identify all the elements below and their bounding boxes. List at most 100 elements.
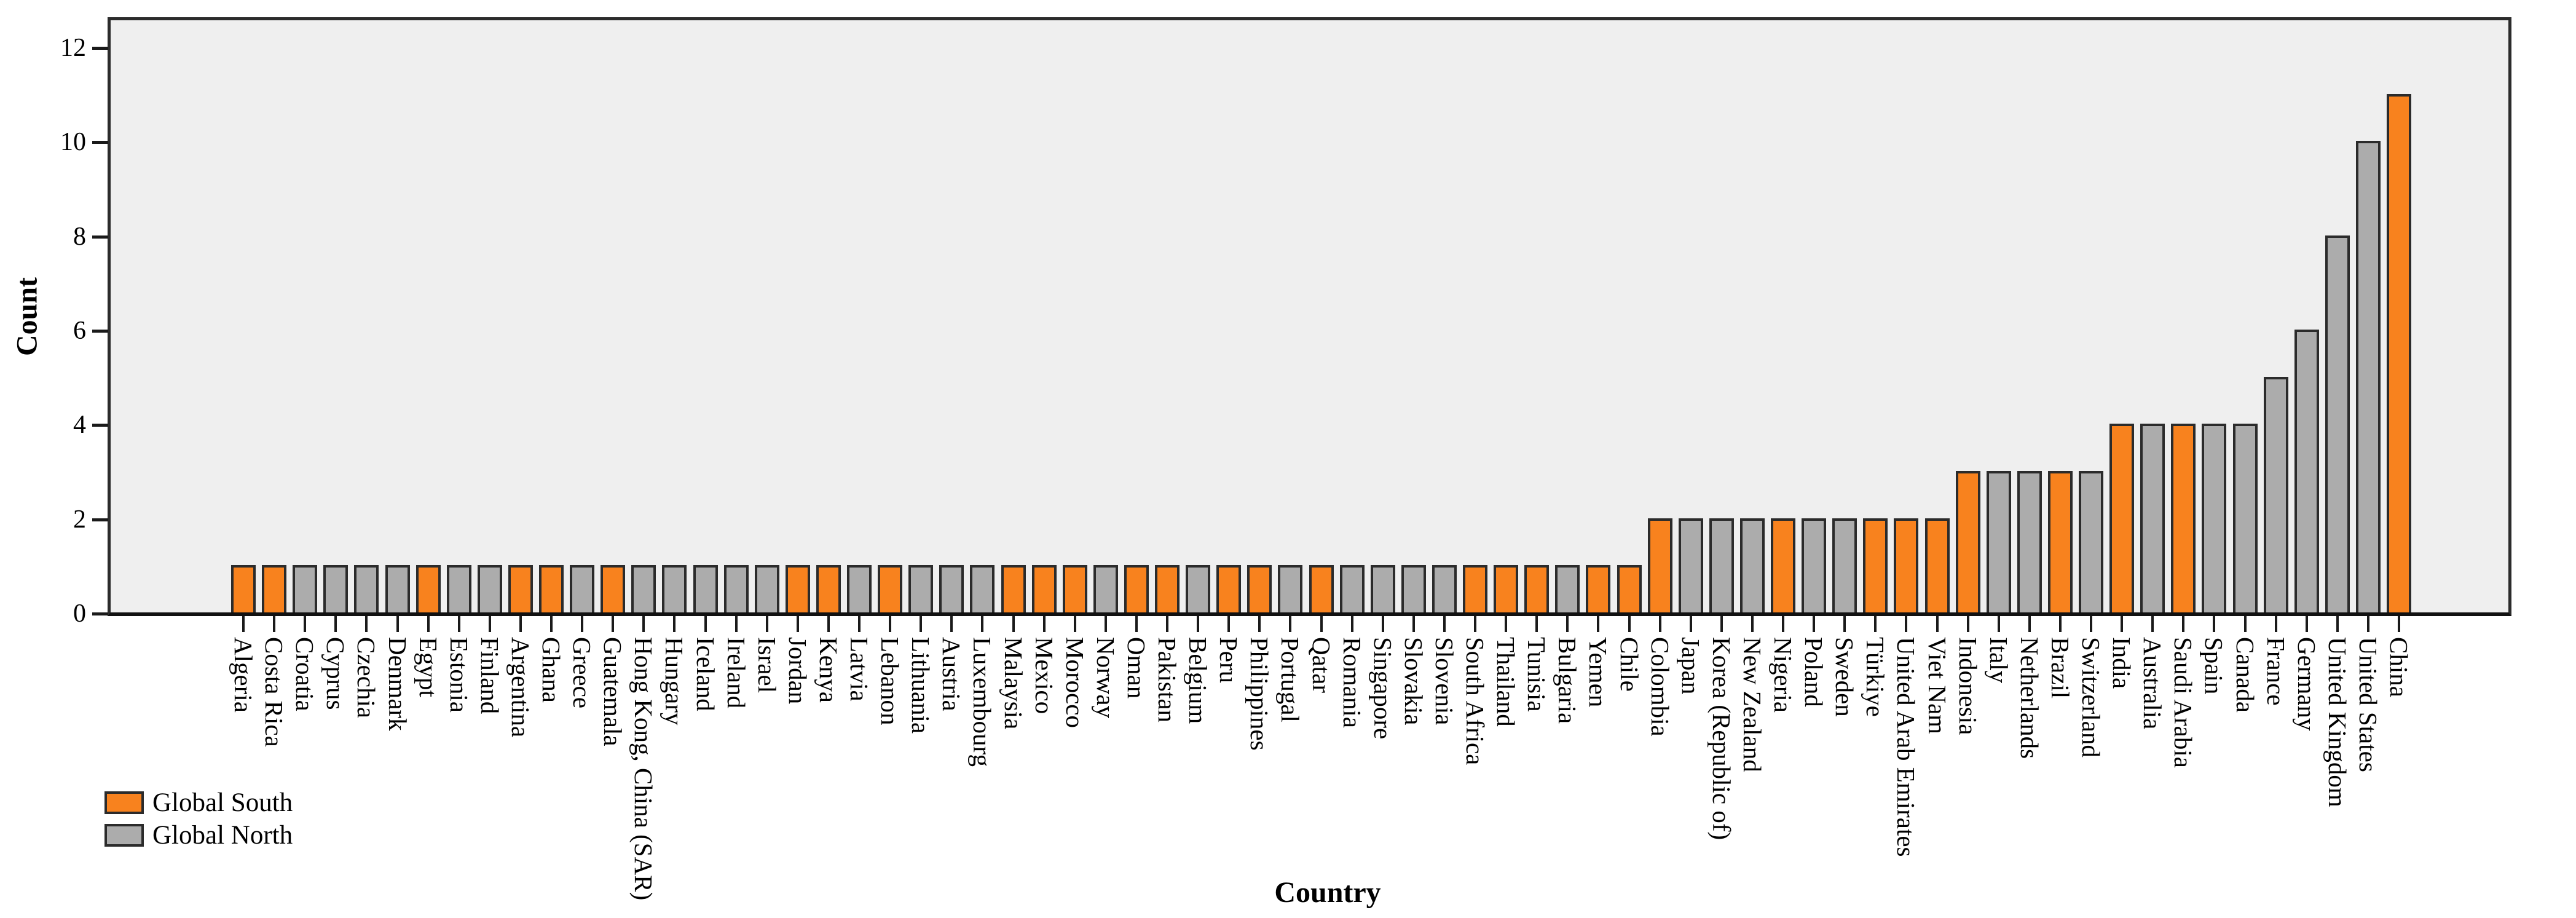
x-tick-mark [1690,616,1692,632]
x-tick-label-peru: Peru [1215,637,1243,684]
x-tick-mark [1905,616,1907,632]
x-tick-label-spain: Spain [2200,637,2228,695]
x-tick-mark [1012,616,1015,632]
bar-argentina [508,565,533,612]
y-tick-mark [92,330,108,333]
x-tick-mark [920,616,922,632]
y-tick-mark [92,612,108,615]
bar-egypt [416,565,441,612]
bar-t-rkiye [1863,518,1888,612]
x-tick-label-japan: Japan [1677,637,1705,695]
bar-denmark [385,565,410,612]
x-tick-mark [2121,616,2123,632]
x-tick-mark [1105,616,1107,632]
x-tick-label-italy: Italy [1985,637,2013,684]
x-tick-label-malaysia: Malaysia [999,637,1028,730]
bar-guatemala [601,565,625,612]
x-tick-label-united-kingdom: United Kingdom [2323,637,2352,807]
x-tick-label-saudi-arabia: Saudi Arabia [2169,637,2197,768]
bar-australia [2140,424,2165,612]
x-tick-label-germany: Germany [2293,637,2321,731]
bar-yemen [1586,565,1610,612]
x-tick-label-hong-kong-china-sar: Hong Kong, China (SAR) [629,637,658,901]
x-tick-mark [2028,616,2031,632]
global-north-swatch [104,824,144,847]
x-tick-mark [1443,616,1446,632]
x-tick-label-austria: Austria [937,637,966,711]
bar-lithuania [908,565,933,612]
x-tick-mark [581,616,583,632]
y-tick-label: 10 [60,128,86,156]
bar-austria [939,565,964,612]
x-tick-label-estonia: Estonia [445,637,473,713]
x-tick-label-hungary: Hungary [660,637,688,726]
x-tick-label-slovenia: Slovenia [1430,637,1459,726]
x-tick-mark [489,616,491,632]
x-tick-mark [2244,616,2247,632]
bar-tunisia [1524,565,1549,612]
bar-israel [755,565,779,612]
legend-label-global-south: Global South [152,788,293,817]
x-tick-label-tunisia: Tunisia [1522,637,1551,712]
bar-lebanon [878,565,902,612]
bar-saudi-arabia [2171,424,2196,612]
x-tick-mark [334,616,337,632]
bar-cyprus [323,565,348,612]
x-tick-mark [1074,616,1076,632]
bar-spain [2202,424,2226,612]
bar-greece [570,565,594,612]
bar-hungary [662,565,687,612]
bar-latvia [847,565,872,612]
bar-singapore [1371,565,1395,612]
x-tick-label-thailand: Thailand [1492,637,1520,727]
bar-brazil [2048,471,2073,612]
x-tick-label-viet-nam: Viet Nam [1923,637,1952,735]
x-tick-mark [1320,616,1323,632]
bar-croatia [293,565,317,612]
x-tick-label-costa-rica: Costa Rica [260,637,288,747]
y-tick-label: 8 [73,223,86,251]
x-tick-label-latvia: Latvia [845,637,873,702]
bar-south-africa [1463,565,1487,612]
x-tick-label-france: France [2262,637,2290,706]
bar-thailand [1494,565,1518,612]
x-tick-mark [1166,616,1168,632]
x-tick-label-canada: Canada [2231,637,2259,713]
x-tick-mark [458,616,460,632]
legend: Global South Global North [104,786,293,852]
y-tick-label: 12 [60,34,86,62]
x-tick-label-cyprus: Cyprus [321,637,350,710]
bar-poland [1802,518,1826,612]
x-tick-mark [642,616,645,632]
x-tick-mark [1289,616,1291,632]
bar-algeria [231,565,256,612]
x-tick-label-chile: Chile [1615,637,1644,692]
x-tick-mark [1382,616,1384,632]
x-tick-label-south-africa: South Africa [1461,637,1489,766]
bar-netherlands [2017,471,2042,612]
x-tick-mark [1843,616,1846,632]
bar-germany [2294,330,2319,612]
x-tick-label-argentina: Argentina [506,637,535,738]
x-tick-label-israel: Israel [753,637,781,694]
x-tick-mark [1659,616,1661,632]
bar-hong-kong-china-sar [631,565,656,612]
x-tick-label-new-zealand: New Zealand [1738,637,1767,772]
x-tick-mark [858,616,861,632]
x-tick-label-australia: Australia [2138,637,2167,730]
global-south-swatch [104,791,144,814]
x-tick-mark [1227,616,1230,632]
bar-bulgaria [1555,565,1580,612]
x-tick-mark [981,616,983,632]
x-tick-mark [1505,616,1507,632]
bar-costa-rica [262,565,286,612]
x-tick-label-croatia: Croatia [291,637,319,711]
bar-chile [1617,565,1642,612]
x-tick-label-algeria: Algeria [229,637,258,713]
x-tick-mark [766,616,768,632]
x-tick-mark [1936,616,1939,632]
bar-united-arab-emirates [1894,518,1918,612]
bar-china [2387,94,2411,612]
bar-canada [2233,424,2258,612]
